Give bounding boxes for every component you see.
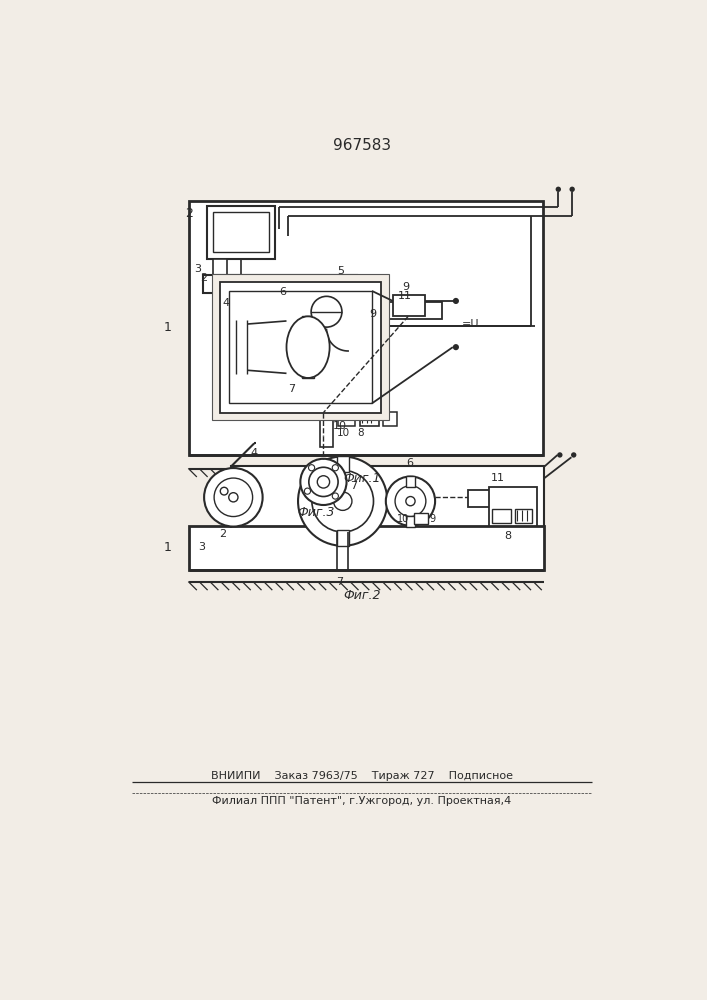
Circle shape [452, 298, 459, 304]
Text: Фиг.2: Фиг.2 [343, 589, 380, 602]
Text: 8: 8 [357, 428, 364, 438]
Text: Фиг.3: Фиг.3 [297, 506, 334, 519]
Bar [414, 513, 428, 524]
Bar [229, 291, 372, 403]
Bar [406, 476, 415, 487]
Circle shape [300, 459, 346, 505]
Bar [231, 466, 544, 528]
Circle shape [311, 296, 342, 327]
Bar [302, 316, 314, 326]
Circle shape [557, 452, 563, 458]
Circle shape [332, 493, 339, 499]
Text: 3: 3 [198, 542, 205, 552]
Text: 4: 4 [223, 298, 230, 308]
Text: 7: 7 [288, 384, 295, 394]
Circle shape [406, 497, 415, 506]
Bar [296, 284, 357, 301]
Text: 11: 11 [398, 291, 412, 301]
Bar [302, 287, 351, 298]
Text: 967583: 967583 [333, 138, 391, 153]
Bar [212, 274, 389, 420]
Circle shape [317, 476, 329, 488]
Bar [204, 275, 357, 293]
Bar [302, 369, 314, 378]
Text: 7: 7 [337, 577, 344, 587]
Text: 6: 6 [407, 458, 414, 468]
Circle shape [452, 344, 459, 350]
Bar [515, 509, 532, 523]
Circle shape [312, 470, 373, 532]
Bar [360, 412, 379, 426]
Circle shape [334, 492, 352, 510]
Bar [382, 412, 397, 426]
Bar [406, 516, 415, 527]
Bar [489, 487, 537, 526]
Circle shape [214, 478, 252, 517]
Text: 8: 8 [504, 531, 512, 541]
Bar [189, 201, 543, 455]
Circle shape [229, 493, 238, 502]
Circle shape [204, 468, 262, 527]
Bar [393, 295, 425, 316]
Text: 1: 1 [164, 321, 172, 334]
Bar [492, 509, 510, 523]
Bar [354, 319, 375, 333]
Text: 2: 2 [200, 273, 207, 283]
Text: 9: 9 [430, 514, 436, 524]
Text: 10: 10 [333, 421, 346, 431]
Text: 9: 9 [402, 282, 409, 292]
Circle shape [221, 487, 228, 495]
Circle shape [305, 488, 310, 494]
Text: =U: =U [462, 319, 479, 329]
Text: Фиг.1: Фиг.1 [343, 472, 380, 485]
Text: 11: 11 [491, 473, 506, 483]
Bar [338, 412, 355, 426]
Circle shape [298, 456, 387, 546]
Circle shape [332, 465, 339, 471]
Bar [337, 530, 349, 546]
Bar [214, 259, 227, 276]
Text: 1: 1 [164, 541, 172, 554]
Text: 3: 3 [194, 264, 201, 274]
Bar [320, 301, 334, 447]
Bar [214, 212, 269, 252]
Bar [377, 302, 442, 319]
Circle shape [569, 187, 575, 192]
Text: 6: 6 [279, 287, 286, 297]
Text: 9: 9 [369, 309, 376, 319]
Bar [219, 282, 381, 413]
Text: 2: 2 [186, 207, 194, 220]
Ellipse shape [286, 316, 329, 378]
Text: 5: 5 [337, 266, 344, 276]
Circle shape [395, 486, 426, 517]
Circle shape [571, 452, 576, 458]
Text: ВНИИПИ    Заказ 7963/75    Тираж 727    Подписное: ВНИИПИ Заказ 7963/75 Тираж 727 Подписное [211, 771, 513, 781]
Text: 4: 4 [250, 448, 257, 458]
Bar [207, 206, 275, 259]
Text: 10: 10 [397, 514, 409, 524]
Bar [468, 490, 515, 507]
Text: 2: 2 [219, 529, 227, 539]
Bar [317, 275, 336, 316]
Circle shape [386, 477, 435, 526]
Bar [189, 526, 544, 570]
Circle shape [308, 465, 315, 471]
Circle shape [556, 187, 561, 192]
Text: 7: 7 [350, 481, 357, 491]
Bar [337, 456, 349, 472]
Text: 10: 10 [337, 428, 350, 438]
Text: Филиал ППП "Патент", г.Ужгород, ул. Проектная,4: Филиал ППП "Патент", г.Ужгород, ул. Прое… [212, 796, 512, 806]
Circle shape [309, 467, 338, 497]
